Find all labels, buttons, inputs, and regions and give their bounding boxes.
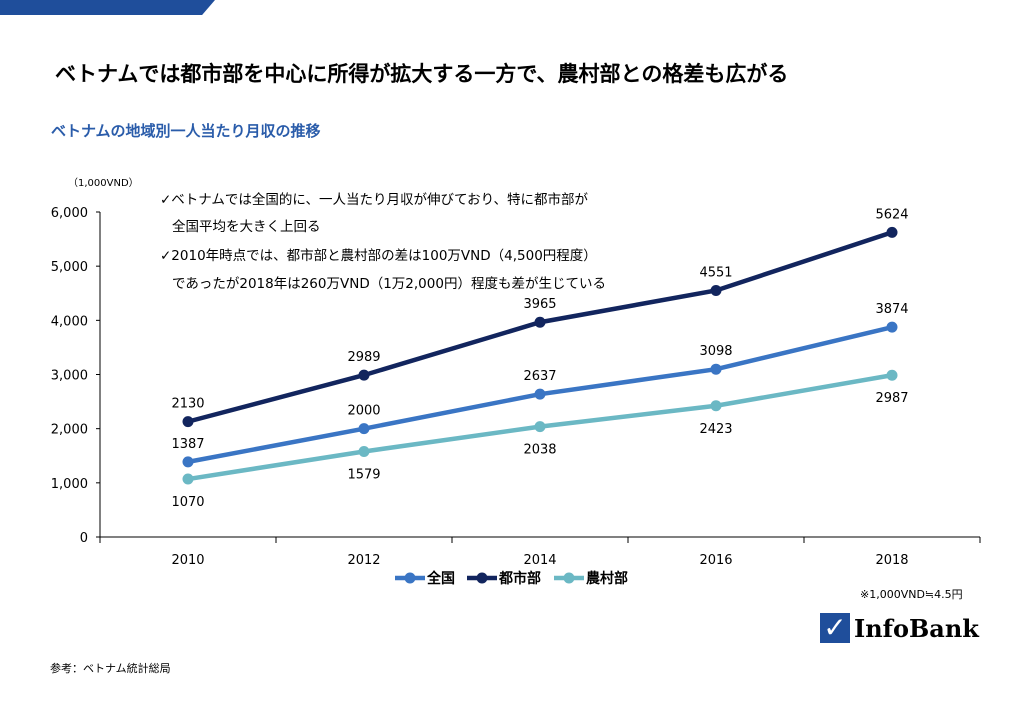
check-icon: ✓ <box>820 613 850 643</box>
infobank-logo: ✓ InfoBank <box>820 613 979 643</box>
data-point <box>886 369 898 381</box>
y-tick-label: 3,000 <box>51 369 88 384</box>
data-point <box>182 456 194 468</box>
data-point <box>710 363 722 375</box>
data-label: 2130 <box>171 397 204 412</box>
legend-marker <box>563 572 575 584</box>
logo-text: InfoBank <box>854 613 979 643</box>
note-line: ✓ベトナムでは全国的に、一人当たり月収が伸びており、特に都市部が <box>160 192 589 208</box>
x-tick-label: 2018 <box>875 553 908 568</box>
data-point <box>710 400 722 412</box>
data-point <box>886 226 898 238</box>
data-label: 2987 <box>875 391 908 406</box>
data-point <box>534 316 546 328</box>
y-axis-unit: （1,000VND） <box>68 178 139 189</box>
data-point <box>886 321 898 333</box>
data-point <box>182 473 194 485</box>
data-point <box>182 416 194 428</box>
source: 参考：ベトナム統計総局 <box>50 662 171 675</box>
y-tick-label: 5,000 <box>51 260 88 275</box>
data-label: 2989 <box>347 350 380 365</box>
note-line: ✓2010年時点では、都市部と農村部の差は100万VND（4,500円程度） <box>160 248 597 264</box>
data-label: 5624 <box>875 207 908 222</box>
chart-subtitle: ベトナムの地域別一人当たり月収の推移 <box>51 122 321 140</box>
y-tick-label: 1,000 <box>51 477 88 492</box>
y-tick-label: 2,000 <box>51 423 88 438</box>
data-label: 3874 <box>875 302 908 317</box>
data-label: 2038 <box>523 443 556 458</box>
y-tick-label: 4,000 <box>51 314 88 329</box>
legend-label: 都市部 <box>498 570 541 587</box>
legend-marker <box>404 572 416 584</box>
data-label: 2000 <box>347 404 380 419</box>
data-point <box>358 423 370 435</box>
header-banner <box>0 0 215 15</box>
data-label: 3098 <box>699 344 732 359</box>
note-line: であったが2018年は260万VND（1万2,000円）程度も差が生じている <box>172 276 606 292</box>
y-tick-label: 0 <box>80 531 88 546</box>
x-tick-label: 2016 <box>699 553 732 568</box>
data-label: 1070 <box>171 495 204 510</box>
legend-label: 全国 <box>426 570 455 587</box>
note-line: 全国平均を大きく上回る <box>172 219 321 235</box>
y-tick-label: 6,000 <box>51 206 88 221</box>
x-tick-label: 2012 <box>347 553 380 568</box>
data-label: 1579 <box>347 467 380 482</box>
page-title: ベトナムでは都市部を中心に所得が拡大する一方で、農村部との格差も広がる <box>55 62 789 86</box>
data-point <box>534 421 546 433</box>
data-label: 2637 <box>523 369 556 384</box>
data-point <box>534 388 546 400</box>
data-label: 1387 <box>171 437 204 452</box>
footnote: ※1,000VND≒4.5円 <box>860 588 963 601</box>
x-tick-label: 2014 <box>523 553 556 568</box>
data-point <box>710 284 722 296</box>
data-label: 4551 <box>699 265 732 280</box>
legend-label: 農村部 <box>586 570 628 587</box>
data-label: 2423 <box>699 422 732 437</box>
data-label: 3965 <box>523 297 556 312</box>
x-tick-label: 2010 <box>171 553 204 568</box>
legend-marker <box>476 572 488 584</box>
data-point <box>358 445 370 457</box>
data-point <box>358 369 370 381</box>
